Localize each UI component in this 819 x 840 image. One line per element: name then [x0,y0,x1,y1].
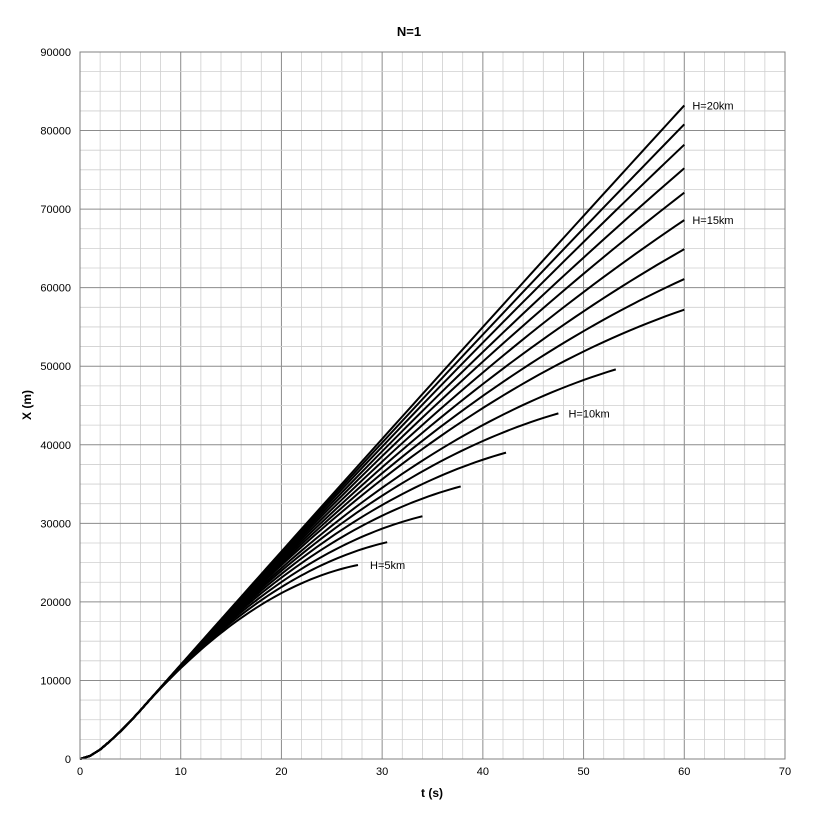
series-line-4 [79,485,461,760]
tick-labels: 0 10 20 30 40 50 60 70 0 10000 20000 30000 40000 5000… [40,47,791,778]
y-tick-label: 90000 [40,47,71,59]
y-tick-label: 10000 [40,675,71,687]
series-annotation: H=20km [692,100,733,112]
series-line-6 [79,412,559,760]
series-lines [79,104,686,760]
x-axis-title: t (s) [421,786,443,800]
x-tick-label: 30 [376,766,388,778]
series-annotation: H=5km [370,560,405,572]
y-tick-label: 0 [65,754,71,766]
plot-area-frame [79,51,786,760]
series-line-5 [79,451,507,760]
y-tick-label: 50000 [40,361,71,373]
series-line-16 [79,104,686,760]
x-tick-label: 10 [175,766,187,778]
y-tick-label: 20000 [40,597,71,609]
y-tick-label: 60000 [40,283,71,295]
y-tick-label: 30000 [40,518,71,530]
series-annotation: H=10km [568,408,609,420]
chart-title: N=1 [397,24,421,39]
x-tick-label: 40 [477,766,489,778]
series-annotation: H=15km [692,215,733,227]
x-tick-label: 0 [77,766,83,778]
y-axis-title: X (m) [20,390,34,420]
y-tick-label: 40000 [40,440,71,452]
x-tick-label: 20 [275,766,287,778]
y-tick-label: 80000 [40,126,71,138]
annotations: H=20km H=15km H=10km H=5km [370,100,734,572]
series-line-3 [79,515,423,760]
x-tick-label: 70 [779,766,791,778]
grid [79,51,786,760]
x-tick-label: 50 [577,766,589,778]
y-tick-label: 70000 [40,204,71,216]
x-tick-label: 60 [678,766,690,778]
